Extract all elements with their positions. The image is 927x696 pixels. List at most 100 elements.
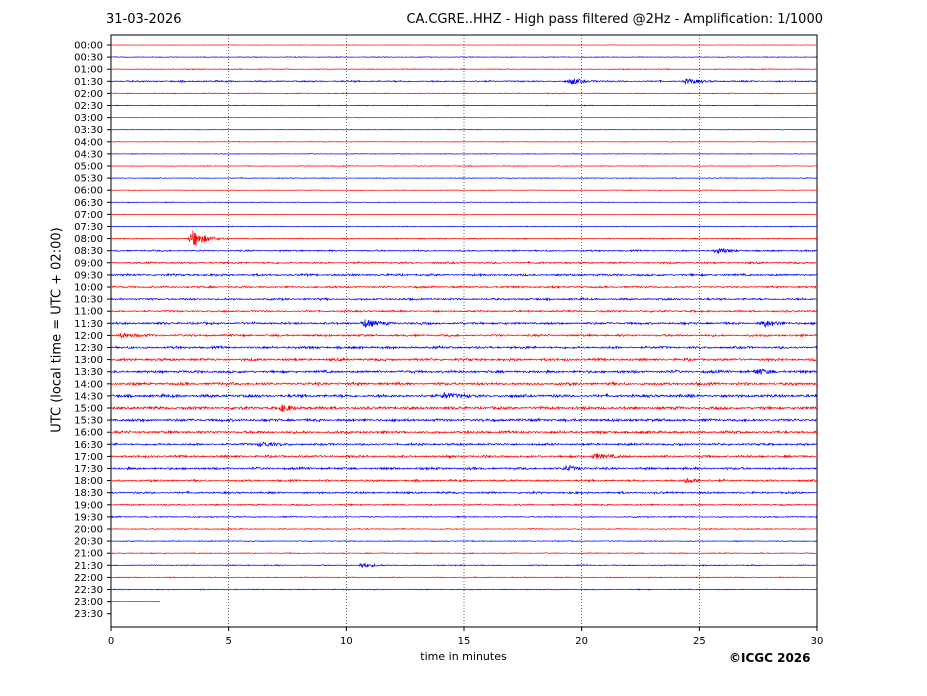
y-tick-label: 18:30 [74,488,103,499]
y-tick-label: 20:00 [74,525,103,536]
y-tick-label: 04:00 [74,137,103,148]
trace-18-00 [110,477,818,484]
x-tick-label: 30 [811,636,824,647]
y-tick-label: 09:00 [74,258,103,269]
y-tick-label: 12:30 [74,343,103,354]
trace-08-30 [110,247,818,254]
y-tick-label: 22:00 [74,573,103,584]
trace-09-30 [110,272,818,278]
y-tick-label: 07:30 [74,222,103,233]
trace-03-30 [110,128,818,131]
y-tick-label: 21:30 [74,561,103,572]
trace-21-00 [110,552,818,555]
trace-03-00 [110,116,818,119]
trace-02-00 [110,92,818,95]
trace-15-00 [110,404,818,412]
y-tick-label: 00:30 [74,53,103,64]
trace-16-00 [110,429,818,435]
y-tick-label: 11:00 [74,307,103,318]
trace-06-00 [110,189,818,192]
y-tick-label: 03:00 [74,113,103,124]
trace-14-30 [110,391,818,400]
trace-19-30 [110,515,818,519]
trace-19-00 [110,503,818,507]
trace-07-00 [110,213,818,216]
trace-17-00 [110,453,818,460]
x-tick-label: 10 [340,636,353,647]
y-tick-label: 03:30 [74,125,103,136]
y-tick-label: 06:00 [74,186,103,197]
trace-20-00 [110,527,818,531]
y-tick-label: 01:00 [74,65,103,76]
trace-05-30 [110,177,818,180]
y-tick-label: 10:00 [74,283,103,294]
trace-07-30 [110,225,818,228]
y-tick-label: 15:30 [74,416,103,427]
y-tick-label: 08:30 [74,246,103,257]
y-tick-label: 21:00 [74,549,103,560]
x-tick-label: 0 [108,636,114,647]
trace-06-30 [110,201,818,204]
y-tick-label: 16:00 [74,428,103,439]
y-tick-label: 07:00 [74,210,103,221]
trace-08-00 [110,230,818,246]
y-tick-label: 13:00 [74,355,103,366]
y-tick-label: 19:30 [74,512,103,523]
y-tick-label: 02:00 [74,89,103,100]
trace-10-00 [110,284,818,290]
y-tick-label: 11:30 [74,319,103,330]
y-tick-label: 22:30 [74,585,103,596]
y-tick-label: 01:30 [74,77,103,88]
y-tick-label: 23:00 [74,597,103,608]
trace-20-30 [110,539,818,543]
y-tick-label: 23:30 [74,609,103,620]
y-tick-label: 14:30 [74,391,103,402]
trace-13-00 [110,356,818,363]
copyright-label: ©ICGC 2026 [729,651,811,665]
trace-11-00 [110,309,818,314]
trace-11-30 [110,319,818,329]
y-tick-label: 05:00 [74,162,103,173]
y-tick-label: 09:30 [74,270,103,281]
trace-14-00 [110,380,818,387]
trace-12-00 [110,332,818,339]
y-tick-label: 20:30 [74,537,103,548]
trace-09-00 [110,260,818,265]
y-tick-label: 08:00 [74,234,103,245]
trace-04-00 [110,140,818,143]
trace-05-00 [110,164,818,168]
x-tick-label: 25 [693,636,706,647]
trace-18-30 [110,490,818,495]
y-tick-label: 00:00 [74,41,103,52]
y-tick-label: 05:30 [74,174,103,185]
y-tick-label: 19:00 [74,500,103,511]
y-tick-label: 15:00 [74,404,103,415]
trace-17-30 [110,464,818,472]
trace-04-30 [110,153,818,155]
plot-frame [110,34,818,628]
y-tick-label: 02:30 [74,101,103,112]
trace-01-00 [110,68,818,71]
y-tick-label: 16:30 [74,440,103,451]
x-tick-label: 5 [225,636,231,647]
y-tick-label: 17:00 [74,452,103,463]
y-tick-label: 17:30 [74,464,103,475]
x-tick-label: 20 [575,636,588,647]
trace-10-30 [110,297,818,302]
trace-02-30 [110,104,818,107]
y-tick-label: 10:30 [74,295,103,306]
y-tick-label: 14:00 [74,379,103,390]
trace-21-30 [110,562,818,569]
trace-13-30 [110,368,818,375]
trace-00-30 [110,56,818,59]
x-tick-label: 15 [458,636,471,647]
trace-22-30 [110,588,818,591]
chart-title: CA.CGRE..HHZ - High pass filtered @2Hz -… [406,12,823,27]
x-axis-label: time in minutes [0,650,927,663]
x-axis-label-text: time in minutes [420,650,507,663]
trace-16-30 [110,441,818,448]
trace-01-30 [110,78,818,85]
trace-15-30 [110,417,818,423]
